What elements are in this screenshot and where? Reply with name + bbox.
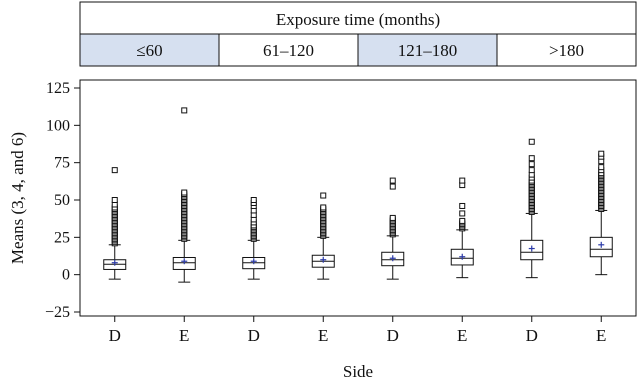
x-tick-label: D [387, 326, 399, 345]
y-tick-label: −25 [45, 304, 70, 321]
box-mean-marker [389, 255, 396, 262]
outlier-point [111, 197, 118, 203]
header-group-label: ≤60 [136, 41, 162, 60]
box-group [172, 107, 196, 283]
outlier-point [528, 138, 535, 145]
plot-frame [79, 79, 637, 317]
box-group [520, 138, 544, 279]
outlier-point [598, 150, 605, 157]
header-group-label: 121–180 [398, 41, 458, 60]
box-mean-marker [250, 258, 257, 265]
y-axis-label: Means (3, 4, and 6) [8, 132, 27, 264]
header-group-cell [79, 33, 220, 67]
outlier-point [528, 167, 535, 174]
y-tick-label: 125 [46, 80, 70, 97]
box-mean-marker [598, 241, 605, 248]
x-axis-label: Side [343, 362, 373, 381]
header-title: Exposure time (months) [276, 10, 440, 29]
y-axis: −25 0 25 50 75 100 125 [45, 80, 80, 321]
outlier-point [389, 183, 396, 190]
x-tick-label: E [318, 326, 328, 345]
y-tick-label: 100 [46, 117, 70, 134]
box-mean-marker [320, 256, 327, 263]
box-mean-marker [459, 253, 466, 260]
outlier-point [528, 161, 535, 168]
box-group [381, 177, 405, 280]
box-group [311, 192, 335, 280]
outlier-point [320, 204, 327, 211]
outlier-point [389, 214, 396, 221]
outlier-point [181, 107, 188, 114]
header-group-label: >180 [549, 41, 584, 60]
header-group-cell [357, 33, 498, 67]
exposure-header: Exposure time (months) ≤60 61–120 121–180 >… [79, 1, 637, 67]
outlier-point [459, 210, 466, 217]
outlier-point [528, 155, 535, 162]
x-tick-label: D [248, 326, 260, 345]
outlier-point [111, 167, 118, 174]
outlier-point [250, 197, 257, 203]
outlier-point [459, 177, 466, 184]
outlier-point [320, 192, 327, 199]
box-group [589, 150, 613, 276]
box-group [103, 167, 127, 280]
y-tick-label: 0 [62, 267, 70, 284]
box-mean-marker [111, 259, 118, 266]
x-tick-label: E [457, 326, 467, 345]
outlier-point [459, 217, 466, 224]
outlier-point [181, 189, 188, 196]
outlier-point [459, 202, 466, 209]
outlier-point [598, 164, 605, 171]
x-tick-label: E [179, 326, 189, 345]
header-group-label: 61–120 [263, 41, 314, 60]
y-tick-label: 50 [54, 192, 70, 209]
box-mean-marker [528, 245, 535, 252]
x-tick-label: E [596, 326, 606, 345]
boxes-layer [103, 107, 613, 283]
box-group [450, 177, 474, 279]
box-group [242, 197, 266, 280]
header-groups: ≤60 61–120 121–180 >180 [79, 33, 637, 67]
x-tick-label: D [109, 326, 121, 345]
header-group-cell [496, 33, 637, 67]
y-tick-label: 25 [54, 229, 70, 246]
x-tick-label: D [526, 326, 538, 345]
box-mean-marker [181, 258, 188, 265]
outlier-point [389, 177, 396, 184]
y-tick-label: 75 [54, 155, 70, 172]
